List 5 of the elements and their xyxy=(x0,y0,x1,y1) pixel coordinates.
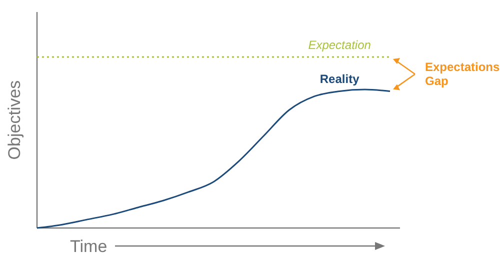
series-label: Reality xyxy=(320,72,360,86)
series-label: Expectation xyxy=(308,38,372,52)
text: Expectations Gap xyxy=(425,60,500,88)
x-axis-title: Time xyxy=(70,237,108,256)
y-axis-title: Objectives xyxy=(5,80,24,160)
